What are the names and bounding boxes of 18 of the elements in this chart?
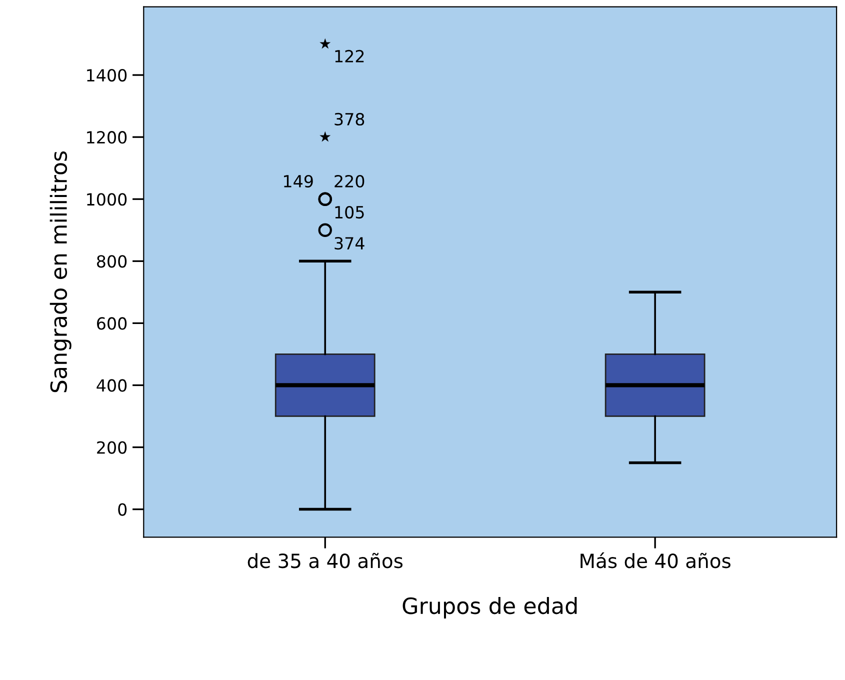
y-tick-label: 1400 [87, 69, 127, 82]
y-axis-title: Sangrado en mililitros [50, 151, 72, 392]
annotation: 122 [335, 50, 364, 62]
y-tick-label: 800 [96, 255, 127, 268]
y-tick-label: 1200 [87, 131, 127, 144]
y-tick-label: 1000 [87, 193, 127, 206]
annotation: 149 [284, 174, 313, 188]
y-tick-label: 200 [97, 441, 127, 454]
x-axis-title: Grupos de edad [402, 596, 577, 618]
x-tick-label: de 35 a 40 años [248, 552, 403, 568]
x-tick-label: Más de 40 años [580, 552, 730, 568]
y-tick-label: 600 [97, 317, 127, 330]
annotation: 378 [334, 112, 364, 126]
annotation: 374 [334, 236, 364, 250]
annotation: 220 [334, 174, 364, 188]
annotation: 105 [335, 206, 364, 219]
y-tick-label: 0 [118, 503, 127, 516]
y-tick-label: 400 [96, 379, 127, 392]
